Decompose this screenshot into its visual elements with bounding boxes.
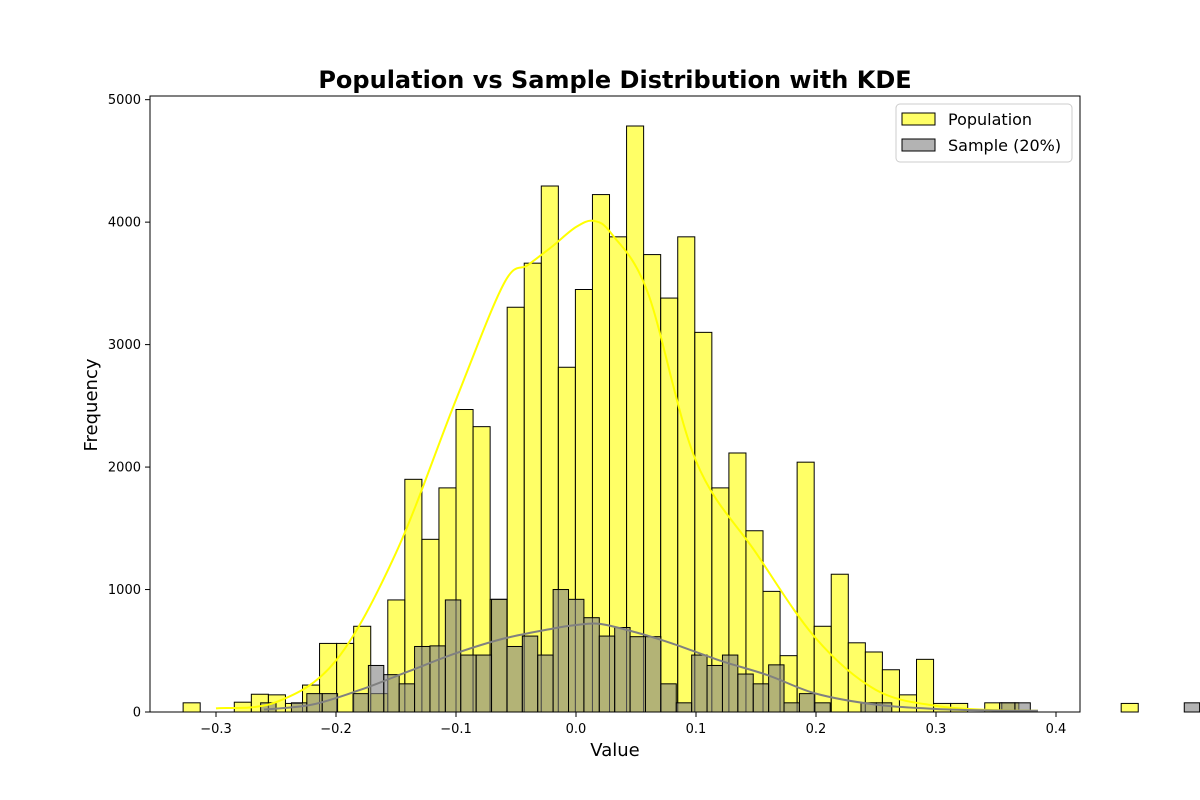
histogram-bar: [691, 654, 708, 713]
y-tick-label: 3000: [108, 338, 141, 353]
histogram-bar: [475, 654, 493, 713]
series-1-bars: [260, 589, 1200, 713]
histogram-bar: [182, 702, 201, 713]
legend-box: [895, 103, 1073, 163]
histogram-bar: [598, 635, 616, 713]
histogram-bar: [552, 589, 570, 713]
histogram-bar: [1183, 702, 1200, 713]
x-tick-label: 0.2: [806, 722, 827, 737]
x-tick-label: 0.3: [926, 722, 947, 737]
histogram-bar: [398, 683, 416, 713]
histogram-bar: [660, 683, 677, 713]
histogram-bar: [768, 664, 785, 713]
histogram-bar: [898, 694, 918, 713]
histogram-bar: [537, 654, 554, 713]
series-0-bars: [182, 125, 1139, 713]
y-tick-label: 1000: [108, 583, 141, 598]
axes: −0.3 −0.2 −0.1 0.0 0.1 0.2 0.3 0.4 0 1000 2000 3000…: [108, 93, 1081, 737]
histogram-bar: [336, 642, 355, 713]
histogram-bar: [752, 683, 770, 713]
histogram-bar: [367, 664, 385, 713]
kde-curve-1: [263, 622, 1039, 712]
histogram-bar: [568, 598, 585, 713]
y-tick-label: 0: [133, 706, 141, 721]
histogram-bar: [460, 654, 477, 713]
x-tick-label: 0.0: [566, 722, 587, 737]
histogram-bar: [660, 297, 679, 713]
histogram-bar: [321, 693, 339, 713]
x-tick-label: −0.3: [200, 722, 232, 737]
histogram-bar: [1120, 702, 1139, 713]
y-tick-label: 5000: [108, 93, 141, 108]
histogram-bar: [414, 645, 431, 713]
x-axis-label: Value: [590, 740, 639, 761]
y-tick-label: 4000: [108, 216, 141, 231]
histogram-bar: [629, 636, 646, 713]
legend-swatch-0: [901, 112, 936, 126]
plot-frame: [149, 95, 1081, 713]
histogram-bar: [798, 693, 816, 713]
legend-label-1: Sample (20%): [948, 136, 1061, 155]
histogram-bar: [429, 645, 446, 713]
histogram-bar: [796, 461, 815, 713]
histogram-bar: [675, 702, 693, 713]
histogram-bar: [614, 627, 631, 713]
plot-area: [182, 125, 1200, 713]
legend: Population Sample (20%): [895, 103, 1073, 163]
histogram-bar: [521, 635, 539, 713]
histogram-bar: [677, 236, 696, 713]
histogram-bar: [737, 673, 754, 713]
histogram-bar: [644, 636, 662, 713]
x-tick-label: −0.1: [440, 722, 472, 737]
x-tick-label: −0.2: [320, 722, 352, 737]
histogram-bar: [626, 125, 645, 713]
histogram-bar: [814, 702, 831, 713]
histogram-bar: [352, 693, 369, 713]
legend-swatch-1: [901, 138, 936, 152]
y-tick-label: 2000: [108, 461, 141, 476]
histogram-bar: [706, 664, 723, 713]
legend-label-0: Population: [948, 110, 1032, 129]
x-tick-label: 0.4: [1046, 722, 1067, 737]
histogram-bar: [830, 573, 849, 713]
histogram-bar: [583, 617, 600, 713]
chart-title: Population vs Sample Distribution with K…: [318, 66, 911, 94]
histogram-bar: [506, 645, 523, 713]
histogram-bar: [783, 702, 800, 713]
x-tick-label: 0.1: [686, 722, 707, 737]
kde-curve-0: [215, 219, 1039, 712]
y-axis-label: Frequency: [81, 358, 102, 451]
histogram-bar: [491, 598, 508, 713]
